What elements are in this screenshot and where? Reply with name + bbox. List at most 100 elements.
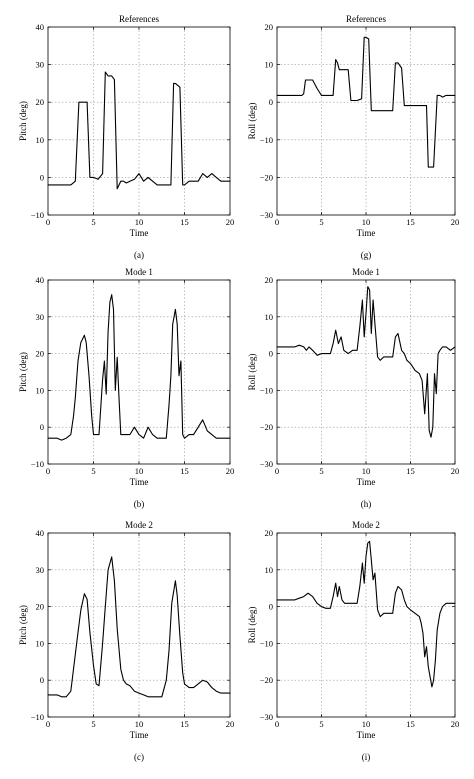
x-tick-label: 5 [319, 719, 323, 729]
y-tick-label: −10 [31, 712, 44, 722]
chart-title: Mode 1 [352, 267, 380, 277]
y-tick-label: 30 [36, 565, 45, 575]
chart-panel-4: 0 5 10 15 20 −30 −20 −10 0 10 20 Mode 1 Time Roll (de… [247, 267, 459, 509]
plot-frame [47, 532, 231, 718]
y-tick-label: 30 [36, 60, 45, 70]
panel-label: (a) [134, 250, 144, 260]
x-tick-label: 10 [362, 217, 371, 227]
chart-title: Mode 2 [352, 520, 380, 530]
y-axis-label: Roll (deg) [247, 103, 257, 140]
y-tick-label: 20 [36, 349, 45, 359]
y-tick-label: 0 [269, 602, 273, 612]
y-tick-label: 0 [269, 97, 273, 107]
x-tick-label: 15 [406, 217, 415, 227]
y-tick-label: 40 [36, 22, 45, 32]
x-tick-label: 10 [135, 719, 144, 729]
y-tick-label: 0 [40, 675, 44, 685]
y-tick-label: 40 [36, 528, 45, 538]
plot-frame [276, 279, 456, 465]
panel-label: (h) [361, 499, 372, 509]
y-tick-label: 20 [265, 528, 274, 538]
y-tick-label: 0 [40, 422, 44, 432]
x-tick-label: 0 [46, 719, 50, 729]
y-axis-label: Pitch (deg) [18, 101, 28, 141]
y-tick-label: −10 [260, 638, 273, 648]
y-axis-label: Pitch (deg) [18, 352, 28, 392]
plot-frame [276, 532, 456, 718]
x-tick-label: 15 [180, 719, 189, 729]
x-axis-label: Time [357, 477, 376, 487]
y-tick-label: −30 [260, 459, 273, 469]
x-tick-label: 5 [91, 466, 95, 476]
x-axis-label: Time [357, 730, 376, 740]
x-tick-label: 20 [226, 719, 235, 729]
x-tick-label: 5 [319, 466, 323, 476]
panel-label: (g) [361, 250, 372, 260]
x-axis-label: Time [357, 228, 376, 238]
y-tick-label: 10 [265, 565, 274, 575]
x-tick-label: 10 [135, 466, 144, 476]
x-tick-label: 20 [451, 719, 460, 729]
y-tick-label: −10 [260, 385, 273, 395]
x-tick-label: 15 [406, 719, 415, 729]
x-tick-label: 5 [319, 217, 323, 227]
x-tick-label: 10 [135, 217, 144, 227]
panel-label: (i) [362, 752, 371, 762]
x-tick-label: 5 [91, 719, 95, 729]
panel-label: (b) [134, 499, 145, 509]
x-tick-label: 0 [275, 217, 279, 227]
x-tick-label: 5 [91, 217, 95, 227]
x-axis-label: Time [130, 228, 149, 238]
y-tick-label: 30 [36, 312, 45, 322]
y-tick-label: 10 [36, 135, 45, 145]
x-axis-label: Time [130, 730, 149, 740]
y-tick-label: −20 [260, 675, 273, 685]
y-axis-label: Pitch (deg) [18, 605, 28, 645]
x-tick-label: 0 [275, 719, 279, 729]
x-tick-label: 20 [451, 466, 460, 476]
x-tick-label: 15 [406, 466, 415, 476]
chart-panel-1: 0 5 10 15 20−10010203040ReferencesTimePitch … [18, 14, 234, 260]
y-tick-label: 40 [36, 275, 45, 285]
y-tick-label: 20 [265, 22, 274, 32]
chart-title: Mode 2 [125, 520, 153, 530]
x-tick-label: 0 [46, 217, 50, 227]
series-line [47, 71, 231, 190]
y-tick-label: 10 [265, 60, 274, 70]
x-tick-label: 15 [180, 217, 189, 227]
series-line [276, 36, 456, 168]
x-tick-label: 10 [362, 719, 371, 729]
y-tick-label: 20 [36, 602, 45, 612]
y-tick-label: −20 [260, 422, 273, 432]
y-tick-label: 10 [36, 638, 45, 648]
series-line [47, 556, 231, 698]
chart-title: References [346, 14, 386, 24]
chart-title: Mode 1 [125, 267, 153, 277]
y-tick-label: 20 [265, 275, 274, 285]
series-line [276, 540, 456, 688]
y-tick-label: 0 [269, 349, 273, 359]
chart-panel-6: 0 5 10 15 20 −30 −20 −10 0 10 20 Mode 2 Time Roll (de… [247, 520, 459, 762]
y-tick-label: −30 [260, 210, 273, 220]
y-tick-label: −20 [260, 172, 273, 182]
y-tick-label: −30 [260, 712, 273, 722]
plot-frame [276, 26, 456, 216]
y-tick-label: −10 [31, 210, 44, 220]
x-tick-label: 20 [226, 217, 235, 227]
series-line [47, 294, 231, 441]
panel-label: (c) [134, 752, 144, 762]
chart-panel-2: 0 5 10 15 20 −30 −20 −10 0 10 20 References Time Roll… [247, 14, 459, 260]
x-tick-label: 15 [180, 466, 189, 476]
x-tick-label: 0 [275, 466, 279, 476]
plot-frame [47, 279, 231, 465]
y-tick-label: 10 [36, 385, 45, 395]
series-line [276, 286, 456, 438]
x-tick-label: 10 [362, 466, 371, 476]
x-tick-label: 20 [451, 217, 460, 227]
plot-frame [47, 26, 231, 216]
y-tick-label: −10 [31, 459, 44, 469]
